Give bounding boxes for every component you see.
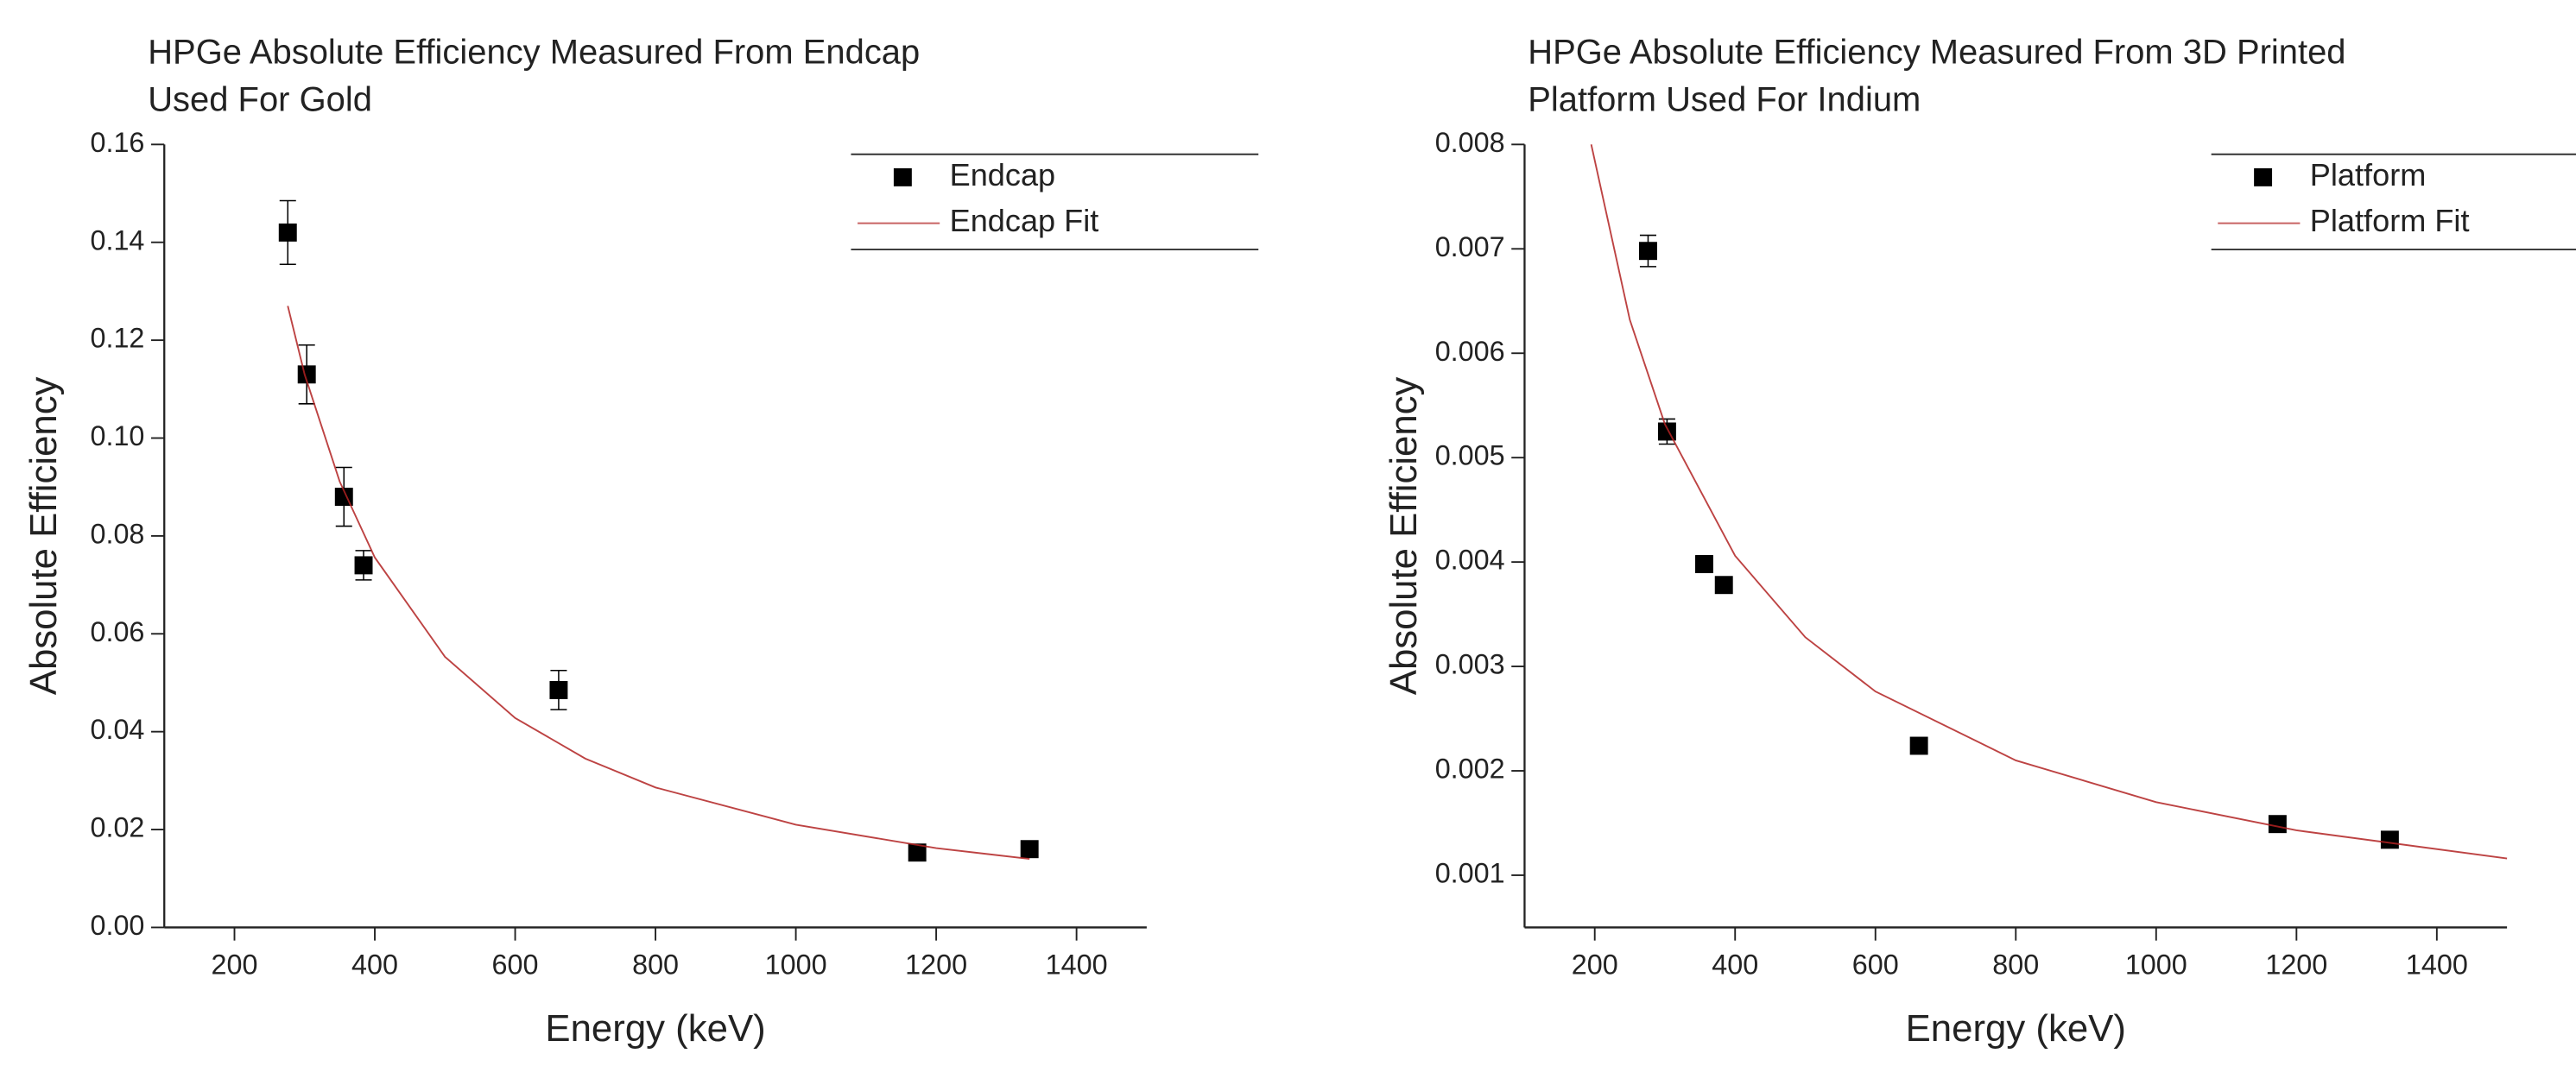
data-point [908,843,927,862]
x-tick-label: 1200 [2265,949,2327,981]
data-point [2268,815,2287,834]
y-axis-label: Absolute Efficiency [1383,376,1425,695]
y-tick-label: 0.004 [1435,545,1505,576]
x-tick-label: 200 [212,949,258,981]
legend-label: Platform [2310,157,2427,192]
data-point [278,223,297,242]
y-tick-label: 0.00 [90,910,144,941]
y-axis-label: Absolute Efficiency [22,376,65,695]
y-tick-label: 0.08 [90,518,144,549]
data-point [297,365,316,384]
x-tick-label: 400 [351,949,398,981]
x-axis-label: Energy (keV) [545,1007,765,1050]
chart-title: HPGe Absolute Efficiency Measured From 3… [1528,33,2345,71]
x-tick-label: 1000 [2125,949,2187,981]
chart-panel: HPGe Absolute Efficiency Measured From E… [22,33,1259,1050]
y-tick-label: 0.005 [1435,440,1505,471]
legend-swatch [893,167,912,186]
data-point [549,681,568,699]
fit-line [287,306,1030,861]
y-tick-label: 0.16 [90,127,144,158]
data-point [1639,242,1657,261]
y-tick-label: 0.001 [1435,858,1505,889]
data-point [1657,422,1676,441]
y-tick-label: 0.007 [1435,231,1505,262]
y-tick-label: 0.06 [90,616,144,647]
y-tick-label: 0.02 [90,812,144,843]
y-tick-label: 0.003 [1435,649,1505,680]
y-tick-label: 0.006 [1435,336,1505,367]
x-tick-label: 1200 [905,949,967,981]
data-point [1020,840,1039,859]
data-point [1909,736,1928,755]
x-tick-label: 600 [1852,949,1899,981]
chart-panel: HPGe Absolute Efficiency Measured From 3… [1383,33,2576,1050]
x-tick-label: 400 [1712,949,1758,981]
x-tick-label: 1400 [2406,949,2468,981]
x-tick-label: 1400 [1046,949,1108,981]
y-tick-label: 0.14 [90,224,144,255]
x-tick-label: 800 [1992,949,2039,981]
legend-label: Endcap [950,157,1056,192]
fit-line [1590,144,2508,860]
legend-swatch [2254,167,2273,186]
chart-title: Used For Gold [148,80,372,118]
y-tick-label: 0.002 [1435,754,1505,785]
x-tick-label: 600 [492,949,539,981]
chart-title: Platform Used For Indium [1528,80,1921,118]
data-point [1695,555,1713,574]
data-point [354,556,373,575]
x-tick-label: 800 [632,949,679,981]
chart-title: HPGe Absolute Efficiency Measured From E… [148,33,920,71]
y-tick-label: 0.10 [90,420,144,451]
y-tick-label: 0.04 [90,714,144,745]
data-point [2380,830,2399,849]
x-tick-label: 1000 [765,949,827,981]
data-point [1714,576,1733,595]
legend-label: Endcap Fit [950,203,1099,238]
x-axis-label: Energy (keV) [1906,1007,2126,1050]
x-tick-label: 200 [1572,949,1618,981]
y-tick-label: 0.008 [1435,127,1505,158]
y-tick-label: 0.12 [90,323,144,354]
legend-label: Platform Fit [2310,203,2470,238]
